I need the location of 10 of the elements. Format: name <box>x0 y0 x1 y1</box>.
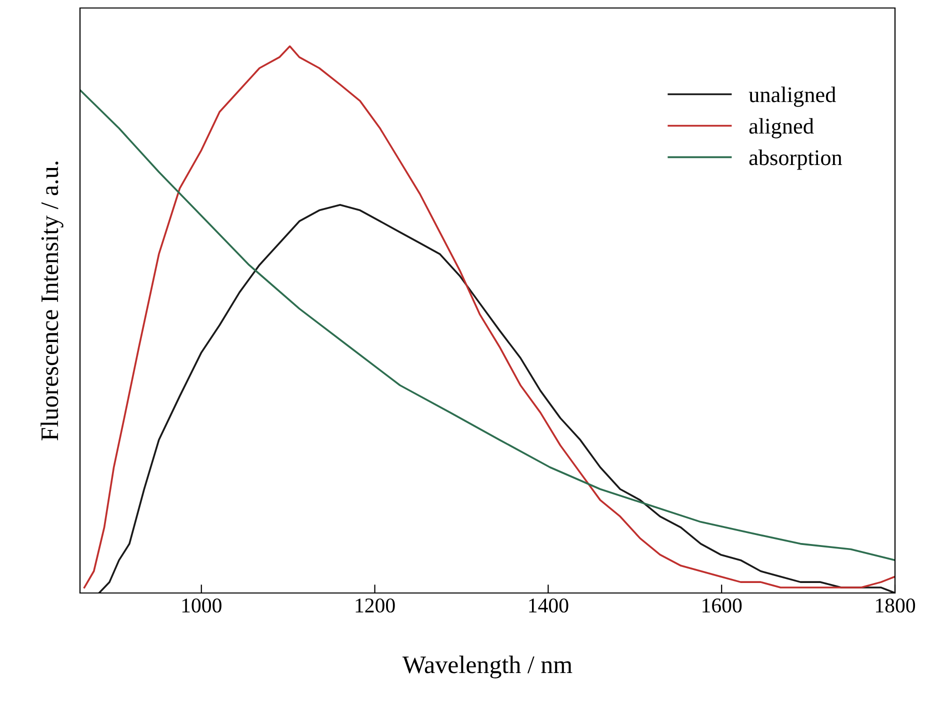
x-tick-label: 1800 <box>876 598 916 613</box>
legend-label: aligned <box>749 118 814 138</box>
x-tick-label: 1200 <box>356 598 395 613</box>
x-axis-title: Wavelength / nm <box>402 656 572 678</box>
legend-label: absorption <box>749 150 842 170</box>
legend-label: unaligned <box>748 86 836 107</box>
y-axis-title: Fluorescence Intensity / a.u. <box>40 162 64 440</box>
x-tick-label: 1600 <box>702 598 742 613</box>
x-tick-label: 1000 <box>182 598 222 613</box>
x-tick-label: 1400 <box>529 598 568 613</box>
